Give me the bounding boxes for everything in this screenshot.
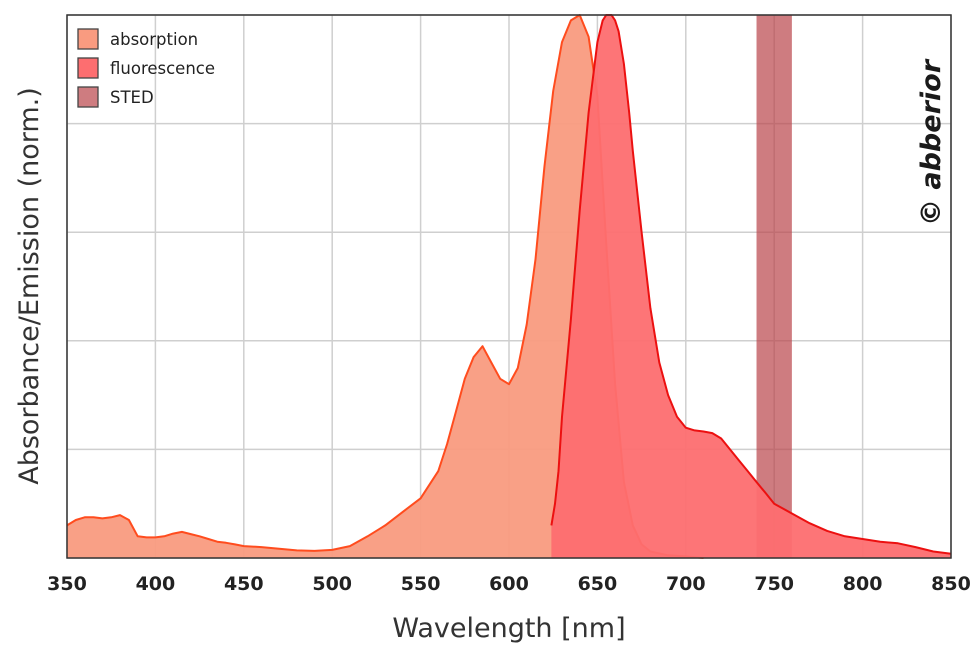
legend-label-sted: STED [110,88,154,107]
x-tick-label: 700 [666,573,706,595]
x-tick-label: 650 [578,573,618,595]
watermark-text: © abberior [916,58,947,226]
watermark: © abberior [916,58,947,226]
legend-swatch-absorption [77,28,99,50]
x-tick-label: 350 [47,573,87,595]
legend-swatch-fluorescence [77,57,99,79]
absorption-area [67,15,704,558]
x-tick-label: 750 [754,573,794,595]
x-tick-label: 850 [931,573,971,595]
x-tick-labels: 350 400 450 500 550 600 650 700 750 800 850 [47,573,971,595]
absorption-line [66,14,704,559]
sted-band-layer [756,15,792,558]
legend-label-absorption: absorption [110,30,198,49]
spectra-layer [66,14,952,559]
plot-frame [66,14,952,559]
y-axis-label: Absorbance/Emission (norm.) [14,87,45,485]
x-tick-label: 400 [136,573,176,595]
sted-band [756,15,792,558]
x-tick-label: 800 [843,573,883,595]
fluorescence-area [551,15,951,558]
legend-swatch-sted [77,86,99,108]
x-tick-label: 450 [224,573,264,595]
x-tick-label: 600 [489,573,529,595]
legend: absorption fluorescence STED [77,28,215,108]
x-axis-label: Wavelength [nm] [392,613,625,644]
x-tick-label: 550 [401,573,441,595]
legend-label-fluorescence: fluorescence [110,59,215,78]
fluorescence-line [550,14,952,555]
x-tick-label: 500 [312,573,352,595]
